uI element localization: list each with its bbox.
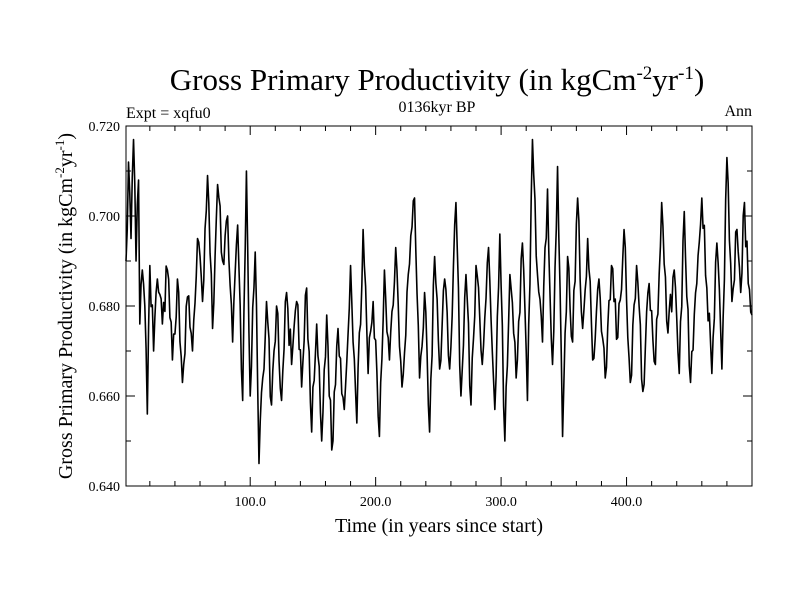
- x-tick-label: 100.0: [234, 495, 266, 510]
- experiment-label: Expt = xqfu0: [126, 105, 211, 122]
- y-tick-label: 0.680: [89, 300, 121, 315]
- y-tick-label: 0.640: [89, 480, 121, 495]
- y-axis-label: Gross Primary Productivity (in kgCm-2yr-…: [52, 133, 77, 479]
- y-tick-label: 0.700: [89, 210, 121, 225]
- y-tick-label: 0.660: [89, 390, 121, 405]
- y-tick-label: 0.720: [89, 120, 121, 135]
- axis-ticks: 100.0 200.0 300.0 400.0 0.640 0.660 0.680 0.700…: [89, 120, 752, 510]
- x-tick-label: 300.0: [485, 495, 517, 510]
- chart-title: Gross Primary Productivity (in kgCm-2yr-…: [170, 62, 705, 97]
- x-axis-label: Time (in years since start): [335, 515, 543, 537]
- period-label: 0136kyr BP: [399, 99, 476, 116]
- gpp-series-line: [125, 138, 753, 465]
- season-label: Ann: [724, 103, 752, 120]
- x-tick-label: 400.0: [611, 495, 643, 510]
- x-tick-label: 200.0: [360, 495, 392, 510]
